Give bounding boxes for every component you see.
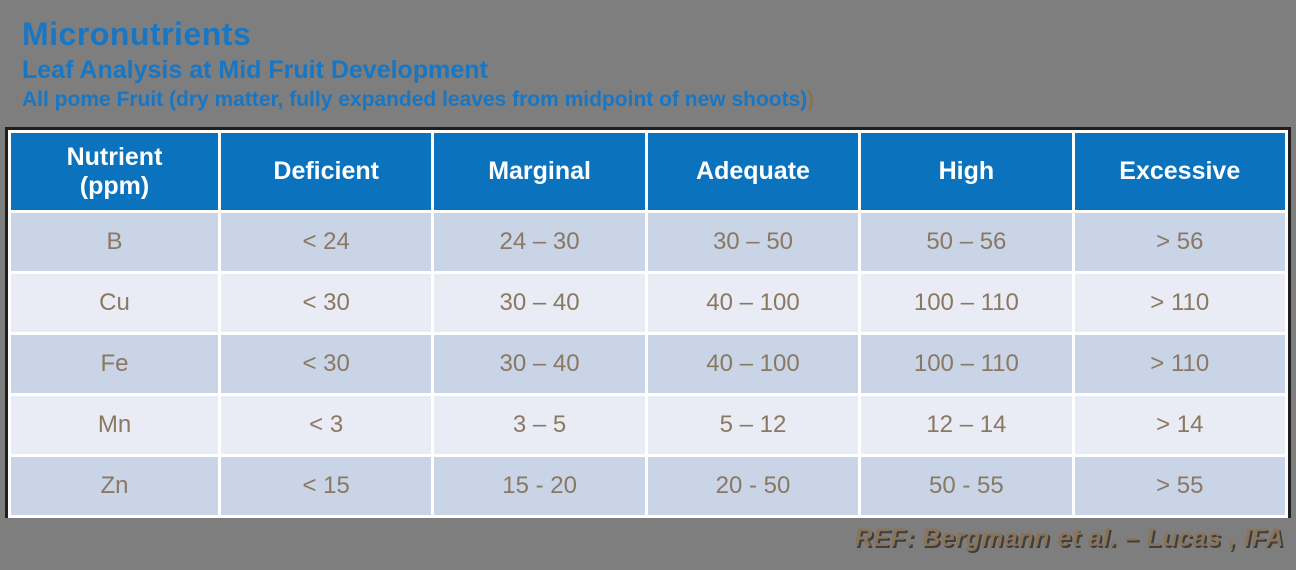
- table-cell: < 24: [221, 213, 432, 271]
- table-cell: < 30: [221, 274, 432, 332]
- column-header-adequate: Adequate: [647, 133, 859, 210]
- table-cell: > 14: [1074, 396, 1285, 454]
- nutrient-table: Nutrient (ppm) Deficient Marginal Adequa…: [5, 127, 1291, 518]
- page-subtitle-detail: All pome Fruit (dry matter, fully expand…: [22, 87, 1296, 113]
- table-cell: 50 - 55: [861, 457, 1072, 515]
- table-cell: > 110: [1074, 335, 1285, 393]
- page-subtitle-detail-suffix: ): [807, 88, 815, 111]
- table-cell: 30 – 40: [434, 335, 645, 393]
- table-cell: 24 – 30: [434, 213, 645, 271]
- table-cell: 5 – 12: [647, 396, 859, 454]
- column-header-high: High: [861, 133, 1072, 210]
- page-subtitle: Leaf Analysis at Mid Fruit Development: [22, 56, 488, 84]
- slide: Micronutrients Leaf Analysis at Mid Frui…: [0, 0, 1296, 552]
- column-header-excessive: Excessive: [1074, 133, 1285, 210]
- nutrient-cell: Zn: [11, 457, 218, 515]
- nutrient-cell: Fe: [11, 335, 218, 393]
- table-cell: < 3: [221, 396, 432, 454]
- table-header-row: Nutrient (ppm) Deficient Marginal Adequa…: [11, 133, 1285, 210]
- table-cell: 40 – 100: [647, 274, 859, 332]
- table-cell: < 30: [221, 335, 432, 393]
- nutrient-cell: B: [11, 213, 218, 271]
- page-subtitle-detail-text: All pome Fruit (dry matter, fully expand…: [22, 88, 808, 111]
- table-cell: 100 – 110: [861, 274, 1072, 332]
- title-block: Micronutrients Leaf Analysis at Mid Frui…: [0, 0, 1296, 113]
- table-cell: 50 – 56: [861, 213, 1072, 271]
- table-cell: 20 - 50: [647, 457, 859, 515]
- table-cell: > 55: [1074, 457, 1285, 515]
- nutrient-cell: Mn: [11, 396, 218, 454]
- reference-text: REF: Bergmann et al. – Lucas , IFA: [854, 524, 1284, 552]
- table-cell: 100 – 110: [861, 335, 1072, 393]
- table-row: Cu < 30 30 – 40 40 – 100 100 – 110 > 110: [11, 274, 1285, 332]
- column-header-marginal: Marginal: [434, 133, 645, 210]
- table-row: Zn < 15 15 - 20 20 - 50 50 - 55 > 55: [11, 457, 1285, 515]
- table-cell: > 110: [1074, 274, 1285, 332]
- column-header-deficient: Deficient: [221, 133, 432, 210]
- table-cell: < 15: [221, 457, 432, 515]
- table-cell: 30 – 40: [434, 274, 645, 332]
- page-title: Micronutrients: [22, 16, 252, 52]
- table-row: B < 24 24 – 30 30 – 50 50 – 56 > 56: [11, 213, 1285, 271]
- table-cell: 15 - 20: [434, 457, 645, 515]
- table-row: Mn < 3 3 – 5 5 – 12 12 – 14 > 14: [11, 396, 1285, 454]
- column-header-nutrient: Nutrient (ppm): [11, 133, 218, 210]
- table-cell: 12 – 14: [861, 396, 1072, 454]
- table-cell: 30 – 50: [647, 213, 859, 271]
- table-cell: > 56: [1074, 213, 1285, 271]
- table-row: Fe < 30 30 – 40 40 – 100 100 – 110 > 110: [11, 335, 1285, 393]
- nutrient-cell: Cu: [11, 274, 218, 332]
- table-cell: 3 – 5: [434, 396, 645, 454]
- table-cell: 40 – 100: [647, 335, 859, 393]
